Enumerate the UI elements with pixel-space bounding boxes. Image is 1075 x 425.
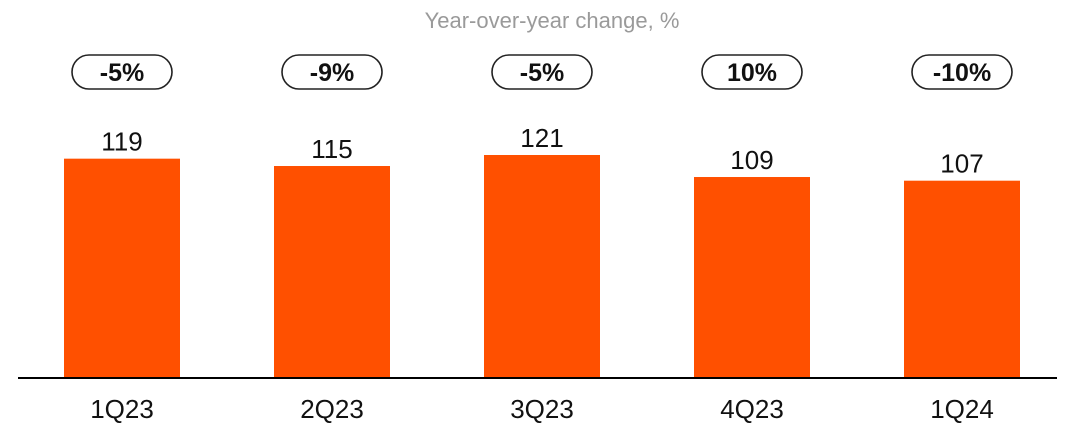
- yoy-change-label: -5%: [520, 59, 564, 87]
- value-label: 119: [101, 127, 142, 157]
- bar-1Q24: [904, 180, 1020, 377]
- yoy-change-group: -5% -9% -5% 10% -10%: [71, 54, 1013, 90]
- yoy-change-label: 10%: [727, 59, 777, 87]
- x-tick-label: 1Q24: [930, 394, 994, 424]
- chart-subtitle: Year-over-year change, %: [425, 8, 680, 33]
- yoy-change-label: -5%: [100, 59, 144, 87]
- value-label: 109: [730, 145, 773, 175]
- yoy-badge: [71, 54, 173, 90]
- x-tick-label: 1Q23: [90, 394, 154, 424]
- bar-4Q23: [694, 177, 810, 377]
- yoy-change-label: -10%: [933, 59, 991, 87]
- value-label: 121: [520, 123, 563, 153]
- bar-2Q23: [274, 166, 390, 377]
- value-labels-group: 119 115 121 109 107: [101, 123, 983, 179]
- value-label: 107: [940, 149, 983, 179]
- x-tick-label: 3Q23: [510, 394, 574, 424]
- yoy-badge: [491, 54, 593, 90]
- x-tick-label: 2Q23: [300, 394, 364, 424]
- yoy-badge: [701, 54, 803, 90]
- x-tick-labels-group: 1Q23 2Q23 3Q23 4Q23 1Q24: [90, 394, 994, 424]
- bar-1Q23: [64, 158, 180, 377]
- x-tick-label: 4Q23: [720, 394, 784, 424]
- yoy-badge: [281, 54, 383, 90]
- yoy-change-label: -9%: [310, 59, 354, 87]
- value-label: 115: [311, 134, 352, 164]
- bars-group: [64, 155, 1020, 377]
- bar-3Q23: [484, 155, 600, 377]
- yoy-badge: [911, 54, 1013, 90]
